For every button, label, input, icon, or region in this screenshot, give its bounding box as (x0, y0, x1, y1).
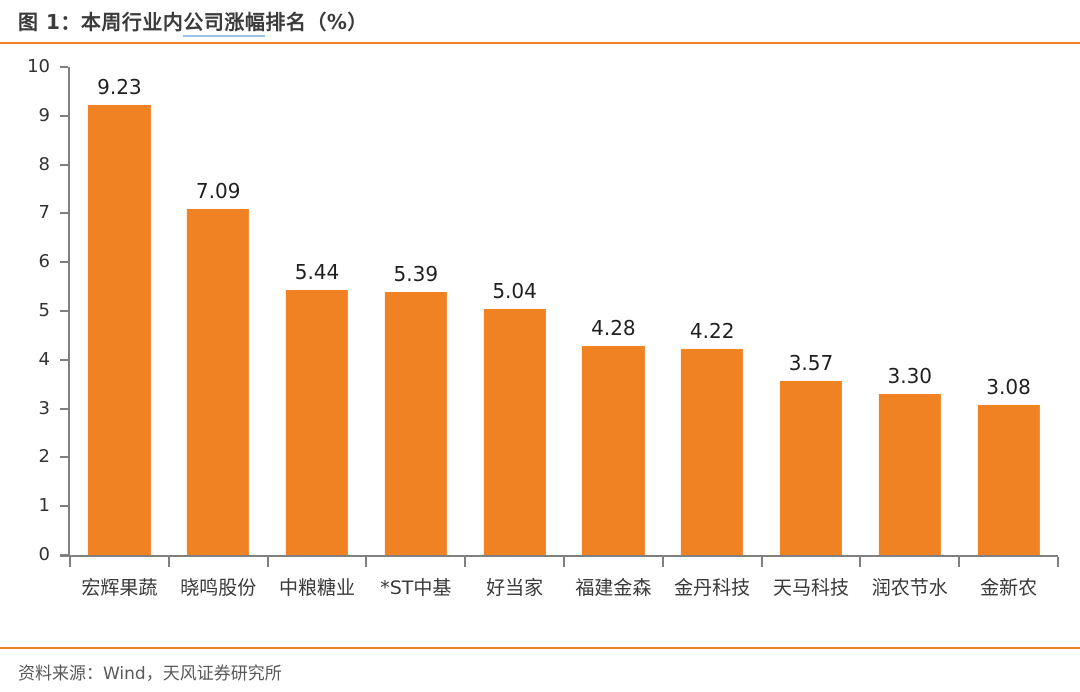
bar-value-label: 3.30 (887, 363, 933, 388)
y-tick-mark (60, 114, 68, 117)
bar-cell: 3.08 (959, 67, 1058, 555)
bottom-divider (0, 647, 1080, 649)
x-tick-mark (167, 557, 170, 567)
x-tick-mark (365, 557, 368, 567)
x-tick-mark (69, 557, 71, 567)
x-category-label: 润农节水 (871, 577, 948, 599)
y-axis-line (68, 67, 70, 557)
bar (681, 349, 744, 555)
y-tick-label: 6 (38, 251, 50, 273)
x-tick-mark (1057, 557, 1059, 567)
bar (187, 209, 250, 555)
bar-cell: 5.39 (366, 67, 465, 555)
bar-cell: 7.09 (169, 67, 268, 555)
x-category-label: 宏辉果蔬 (81, 577, 158, 599)
y-tick-label: 8 (38, 153, 50, 175)
x-axis-category-labels: 宏辉果蔬 晓鸣股份 中粮糖业 *ST中基 好当家 福建金森 金丹科技 天马科技 润农节水 金新农 (70, 574, 1058, 602)
bar-value-label: 3.08 (986, 374, 1031, 399)
bar-value-label: 7.09 (195, 179, 241, 204)
bar-cell: 4.28 (564, 67, 663, 555)
top-divider (0, 42, 1080, 44)
bar-cell: 3.57 (762, 67, 861, 555)
y-tick-mark (60, 66, 68, 68)
bar (88, 104, 151, 555)
bar (384, 291, 447, 555)
bar-cell: 9.23 (70, 67, 169, 555)
bar-value-label: 5.39 (393, 261, 439, 286)
y-tick-mark (60, 358, 68, 361)
bar (582, 346, 645, 555)
y-tick-mark (60, 310, 68, 312)
x-tick-mark (661, 557, 664, 567)
bar-value-label: 5.44 (294, 259, 340, 284)
x-tick-mark (464, 557, 467, 567)
x-category-label: 晓鸣股份 (180, 577, 257, 599)
bar-value-label: 4.22 (689, 319, 735, 344)
x-tick-mark (266, 557, 269, 567)
bar-cell: 5.04 (465, 67, 564, 555)
x-category-label: 好当家 (486, 577, 544, 599)
x-tick-mark (760, 557, 763, 567)
bar-value-label: 5.04 (492, 279, 537, 304)
figure-title-prefix: 图 1：本周行业内 (18, 10, 184, 34)
y-tick-label: 3 (38, 397, 50, 419)
bar-cell: 4.22 (663, 67, 762, 555)
x-category-label: *ST中基 (380, 577, 452, 599)
y-tick-label: 1 (38, 495, 50, 517)
x-tick-mark (563, 557, 565, 567)
x-tick-mark (859, 557, 862, 567)
bar (483, 309, 546, 555)
x-category-label: 天马科技 (772, 577, 849, 599)
bar-value-label: 9.23 (97, 74, 142, 99)
bar-chart-plot-area: 0 1 2 3 4 5 6 7 8 9 10 9.23 7.09 5.44 5.39 5.04 4.28 4.2… (27, 56, 1059, 567)
x-category-label: 中粮糖业 (278, 577, 355, 599)
bar (977, 404, 1040, 555)
figure-title-suffix: 排名（%） (265, 10, 368, 34)
y-tick-label: 2 (38, 446, 50, 468)
y-tick-mark (60, 261, 68, 264)
y-tick-label: 5 (38, 300, 50, 321)
source-note: 资料来源：Wind，天风证券研究所 (18, 664, 282, 684)
bar (285, 289, 349, 555)
figure-title-link: 公司涨幅 (183, 10, 266, 37)
bar-series: 9.23 7.09 5.44 5.39 5.04 4.28 4.22 3.57 3.30 3.08 (70, 67, 1058, 555)
y-tick-mark (60, 407, 68, 410)
bar-cell: 3.30 (860, 67, 959, 555)
y-tick-label: 4 (38, 348, 50, 370)
y-tick-label: 0 (38, 544, 50, 565)
bar-cell: 5.44 (268, 67, 367, 555)
y-tick-mark (60, 554, 68, 556)
bar-value-label: 3.57 (788, 350, 834, 375)
y-tick-mark (60, 505, 68, 508)
x-category-label: 福建金森 (575, 577, 652, 599)
x-category-label: 金丹科技 (674, 577, 751, 599)
x-tick-mark (958, 557, 961, 567)
y-tick-label: 9 (38, 104, 50, 126)
bar-value-label: 4.28 (591, 316, 636, 341)
figure-title: 图 1：本周行业内公司涨幅排名（%） (18, 6, 368, 37)
y-tick-mark (60, 456, 68, 459)
y-tick-mark (60, 212, 68, 215)
x-axis-line (60, 555, 1058, 557)
bar (878, 393, 941, 555)
x-category-label: 金新农 (980, 577, 1038, 599)
y-tick-label: 10 (27, 56, 50, 77)
y-tick-label: 7 (38, 202, 50, 224)
bar (779, 380, 843, 555)
y-tick-mark (60, 163, 68, 166)
